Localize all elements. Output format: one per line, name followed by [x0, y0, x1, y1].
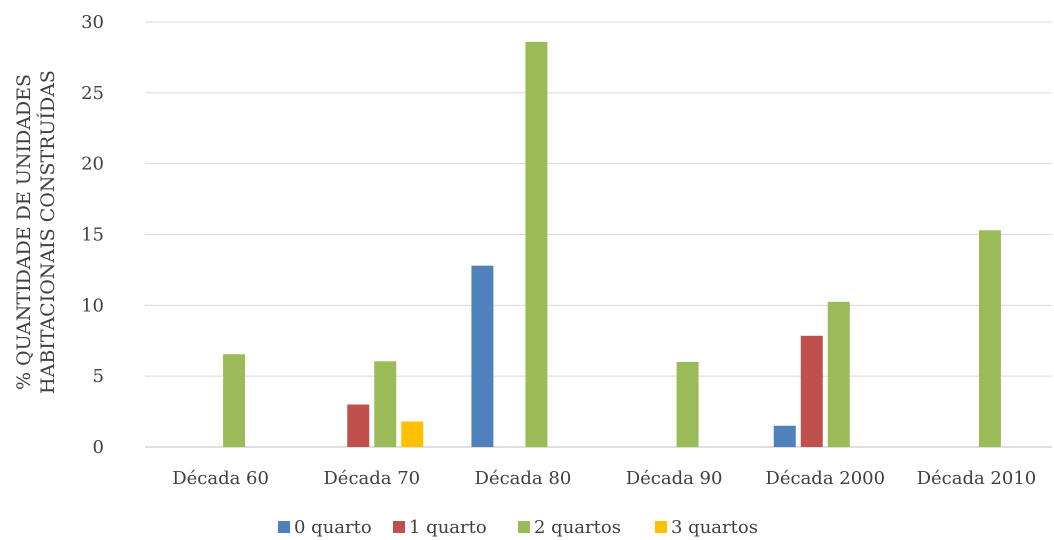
x-category-label: Década 80	[475, 468, 572, 489]
y-tick-label: 15	[81, 225, 104, 246]
legend-label: 3 quartos	[671, 517, 758, 538]
x-axis-categories: Década 60 Década 70 Década 80 Década 90 Déca…	[172, 468, 1036, 489]
gridlines	[145, 21, 1052, 448]
x-category-label: Década 70	[323, 468, 420, 489]
y-axis-label-line-2: HABITACIONAIS CONSTRUÍDAS	[36, 70, 59, 394]
y-tick-label: 5	[93, 366, 104, 387]
legend: 0 quarto 1 quarto 2 quartos 3 quartos	[278, 517, 758, 538]
bar	[978, 230, 1001, 447]
legend-label: 2 quartos	[534, 517, 621, 538]
bar	[374, 361, 397, 447]
bars	[223, 41, 1001, 447]
bar	[223, 354, 246, 447]
legend-label: 1 quarto	[409, 517, 487, 538]
y-tick-label: 30	[81, 12, 104, 33]
x-category-label: Década 2000	[765, 468, 885, 489]
y-axis-ticks: 0 5 10 15 20 25 30	[81, 12, 104, 458]
x-category-label: Década 2010	[917, 468, 1037, 489]
bar	[773, 425, 796, 447]
y-tick-label: 0	[93, 437, 104, 458]
legend-swatch	[655, 521, 667, 533]
y-tick-label: 25	[81, 83, 104, 104]
y-axis-label: % QUANTIDADE DE UNIDADES HABITACIONAIS C…	[13, 70, 59, 394]
bar	[471, 265, 494, 447]
y-axis-label-line-1: % QUANTIDADE DE UNIDADES	[13, 74, 35, 390]
legend-swatch	[393, 521, 405, 533]
bar	[676, 362, 699, 447]
legend-label: 0 quarto	[294, 517, 372, 538]
legend-swatch	[278, 521, 290, 533]
bar	[827, 301, 850, 447]
legend-swatch	[518, 521, 530, 533]
bar	[401, 421, 424, 447]
bar	[347, 404, 370, 447]
y-tick-label: 20	[81, 154, 104, 175]
bar	[800, 335, 823, 447]
x-category-label: Década 60	[172, 468, 269, 489]
y-tick-label: 10	[81, 295, 104, 316]
bar	[525, 41, 548, 447]
x-category-label: Década 90	[626, 468, 723, 489]
